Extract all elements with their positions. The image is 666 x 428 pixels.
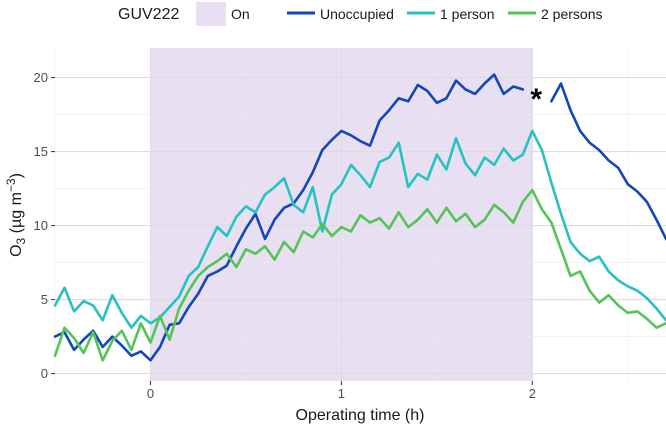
y-tick-label: 15 [34, 144, 48, 159]
y-axis-title: O3 (µg m−3) [4, 173, 28, 257]
x-tick-label: 0 [147, 386, 154, 401]
x-tick-label: 1 [338, 386, 345, 401]
y-title-subscript: 3 [14, 237, 28, 244]
series-unoccupied-segment-2 [550, 82, 666, 241]
y-axis-title-group: O3 (µg m−3) [4, 173, 28, 257]
legend: GUV222 On Unoccupied 1 person 2 persons [118, 2, 602, 26]
x-tick-label: 2 [529, 386, 536, 401]
x-axis-title: Operating time (h) [296, 407, 425, 424]
y-title-close: ) [8, 173, 25, 178]
series-2-persons [53, 188, 666, 362]
series-1-person [53, 129, 666, 329]
y-tick-label: 5 [41, 292, 48, 307]
legend-title: GUV222 [118, 6, 179, 23]
y-tick-label: 0 [41, 366, 48, 381]
data-series [53, 73, 666, 362]
legend-shade-label: On [231, 6, 250, 22]
y-title-unit: (µg m [8, 192, 25, 238]
annotation-asterisk: * [530, 83, 542, 116]
legend-shade-swatch [196, 2, 226, 26]
y-title-main: O [8, 244, 25, 256]
y-tick-label: 10 [34, 218, 48, 233]
legend-label-unoccupied: Unoccupied [320, 6, 394, 22]
y-tick-label: 20 [34, 70, 48, 85]
legend-label-1-person: 1 person [440, 6, 494, 22]
series-unoccupied [53, 73, 525, 362]
legend-label-2-persons: 2 persons [541, 6, 602, 22]
y-title-superscript: −3 [4, 178, 18, 192]
